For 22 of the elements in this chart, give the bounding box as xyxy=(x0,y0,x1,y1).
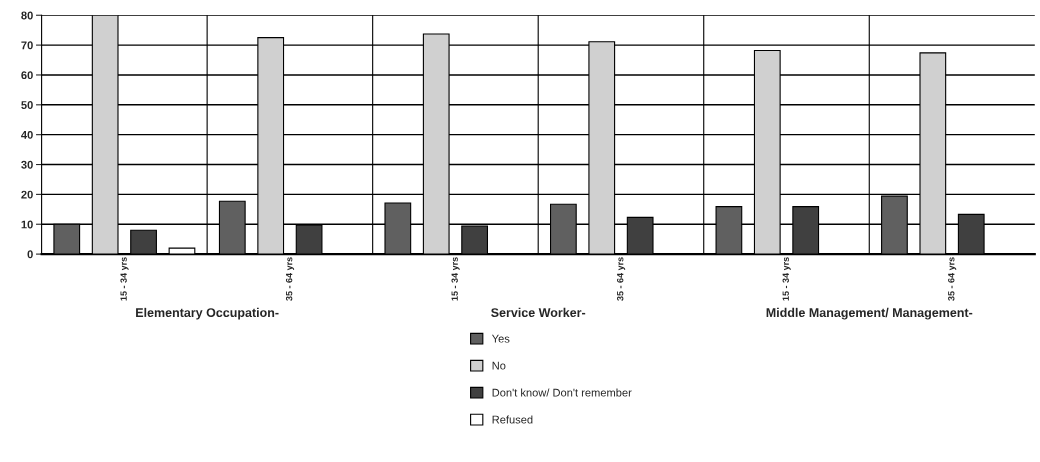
x-tick-label: 35 - 64 yrs xyxy=(617,257,626,301)
y-tick-label: 30 xyxy=(21,160,33,169)
legend-label: Don't know/ Don't remember xyxy=(492,388,632,397)
y-tick-label: 10 xyxy=(21,220,33,229)
x-tick-label: 35 - 64 yrs xyxy=(948,257,957,301)
y-tick-label: 80 xyxy=(21,11,33,20)
y-tick-label: 50 xyxy=(21,101,33,109)
text: Middle Management/ Management- xyxy=(766,307,973,320)
legend-label: Refused xyxy=(492,415,533,424)
y-tick-label: 60 xyxy=(21,71,33,80)
y-tick-label: 70 xyxy=(21,41,33,50)
text: Elementary Occupation- xyxy=(136,307,279,320)
text: Service Worker- xyxy=(491,307,586,318)
y-tick-label: 20 xyxy=(21,190,33,199)
y-tick-label: 0 xyxy=(27,250,33,259)
legend-label: No xyxy=(492,361,506,370)
x-tick-label: 15 - 34 yrs xyxy=(451,257,460,301)
x-tick-label: 35 - 64 yrs xyxy=(285,257,295,301)
x-tick-label: 15 - 34 yrs xyxy=(120,257,129,301)
x-tick-label: 15 - 34 yrs xyxy=(782,257,791,301)
y-tick-label: 40 xyxy=(21,130,33,139)
legend-label: Yes xyxy=(491,334,510,343)
